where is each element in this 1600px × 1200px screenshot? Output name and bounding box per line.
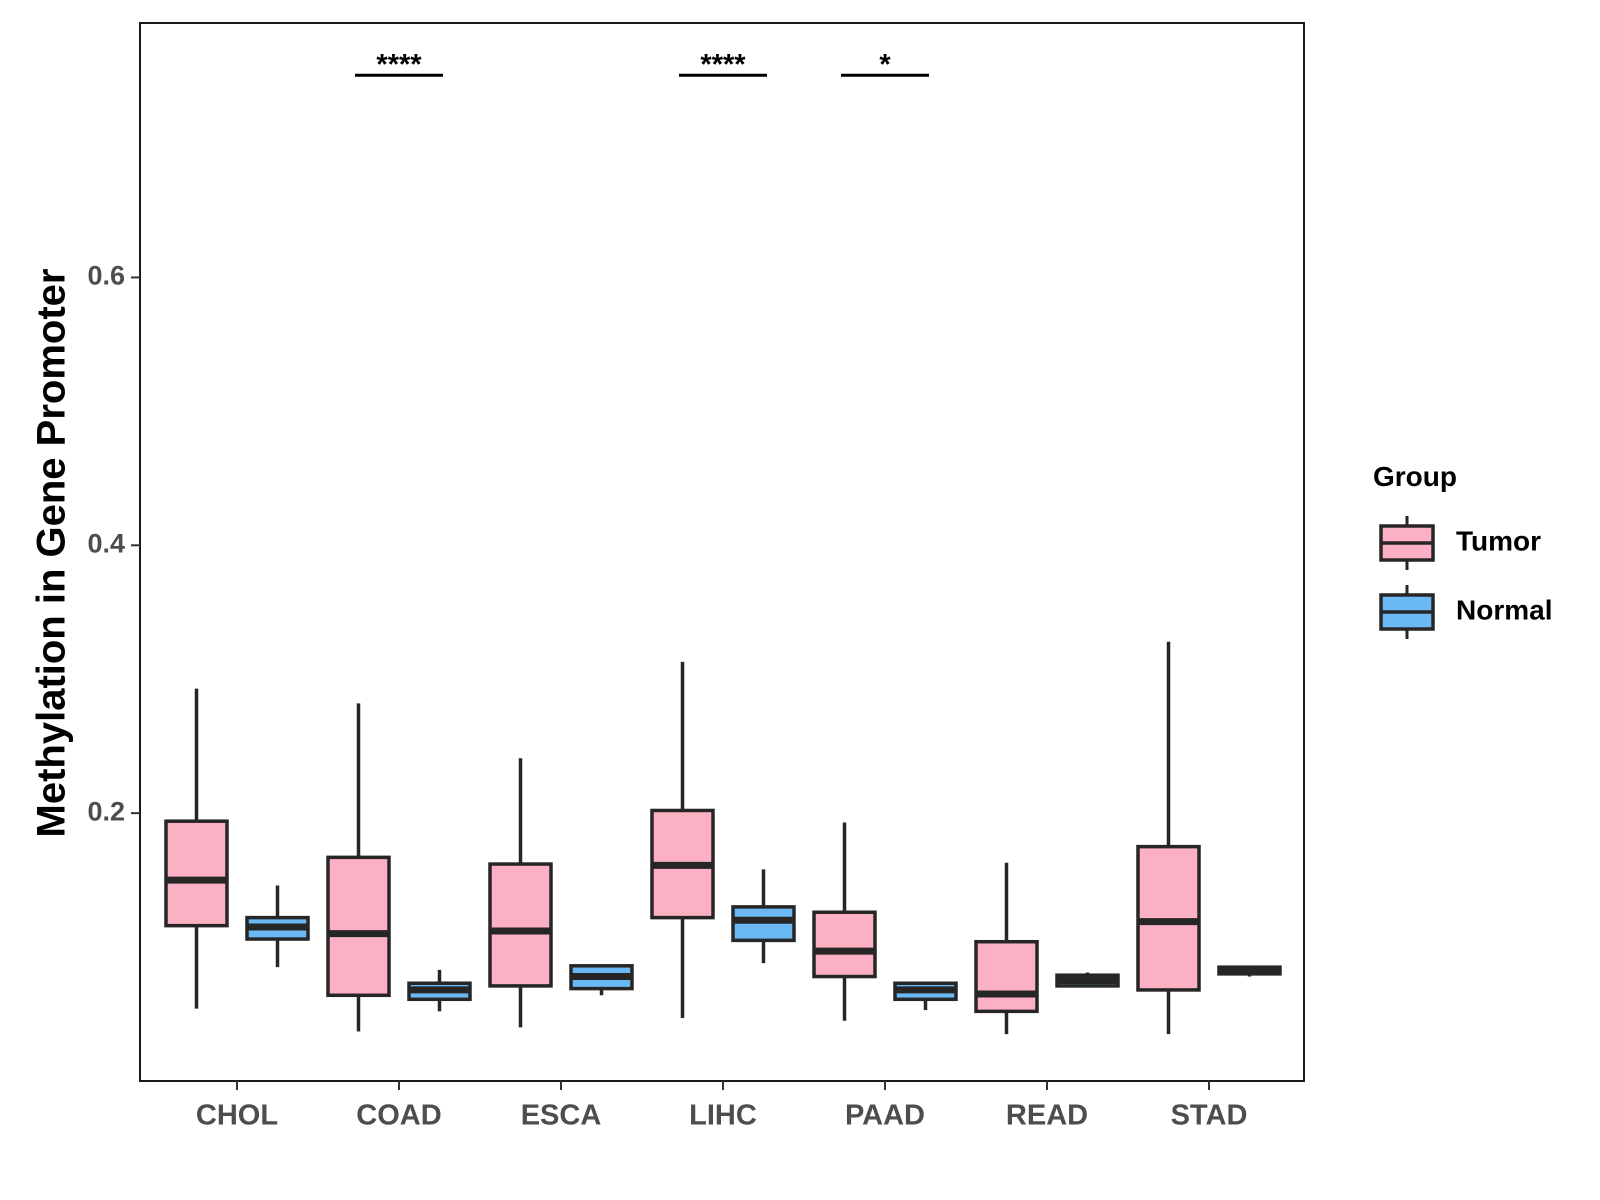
y-tick-label: 0.2 xyxy=(87,796,125,826)
tumor-box-lihc xyxy=(650,661,715,1019)
normal-box-read xyxy=(1055,972,1120,988)
y-tick-label: 0.6 xyxy=(87,261,125,291)
significance-label: * xyxy=(879,49,891,81)
x-tick-label: LIHC xyxy=(689,1100,757,1132)
y-tick-label: 0.4 xyxy=(87,528,125,558)
tumor-box-coad xyxy=(326,703,391,1032)
plot-panel-border xyxy=(139,22,1305,1082)
tumor-box-read xyxy=(974,862,1039,1035)
plot-layer: **** **** * xyxy=(164,49,1282,1035)
significance-label: **** xyxy=(700,49,746,81)
box-iqr xyxy=(326,855,391,998)
x-tick-label: STAD xyxy=(1171,1100,1248,1132)
tumor-box-esca xyxy=(488,758,553,1028)
significance-label: **** xyxy=(376,49,422,81)
legend-label-normal: Normal xyxy=(1456,594,1552,625)
x-tick-label: COAD xyxy=(356,1100,441,1132)
x-tick-label: CHOL xyxy=(196,1100,278,1132)
tumor-box-paad xyxy=(812,822,877,1021)
y-axis: 0.2 0.4 0.6 xyxy=(87,261,140,826)
normal-box-paad xyxy=(893,981,958,1011)
box-iqr xyxy=(488,862,553,988)
x-axis: CHOL COAD ESCA LIHC PAAD READ STAD xyxy=(196,1081,1247,1132)
box-iqr xyxy=(812,910,877,979)
normal-box-esca xyxy=(569,964,634,996)
tumor-box-chol xyxy=(164,688,229,1009)
normal-box-stad xyxy=(1217,965,1282,977)
box-iqr xyxy=(974,939,1039,1014)
normal-box-lihc xyxy=(731,869,796,964)
box-iqr xyxy=(164,819,229,928)
x-tick-label: READ xyxy=(1006,1100,1088,1132)
normal-box-coad xyxy=(407,969,472,1012)
legend-label-tumor: Tumor xyxy=(1456,525,1541,556)
legend-title: Group xyxy=(1373,461,1457,492)
y-axis-title: Methylation in Gene Promoter xyxy=(30,269,74,838)
legend: Group Tumor Normal xyxy=(1373,461,1552,639)
x-tick-label: ESCA xyxy=(521,1100,602,1132)
tumor-box-stad xyxy=(1136,641,1201,1035)
normal-box-chol xyxy=(245,885,310,968)
x-tick-label: PAAD xyxy=(845,1100,925,1132)
